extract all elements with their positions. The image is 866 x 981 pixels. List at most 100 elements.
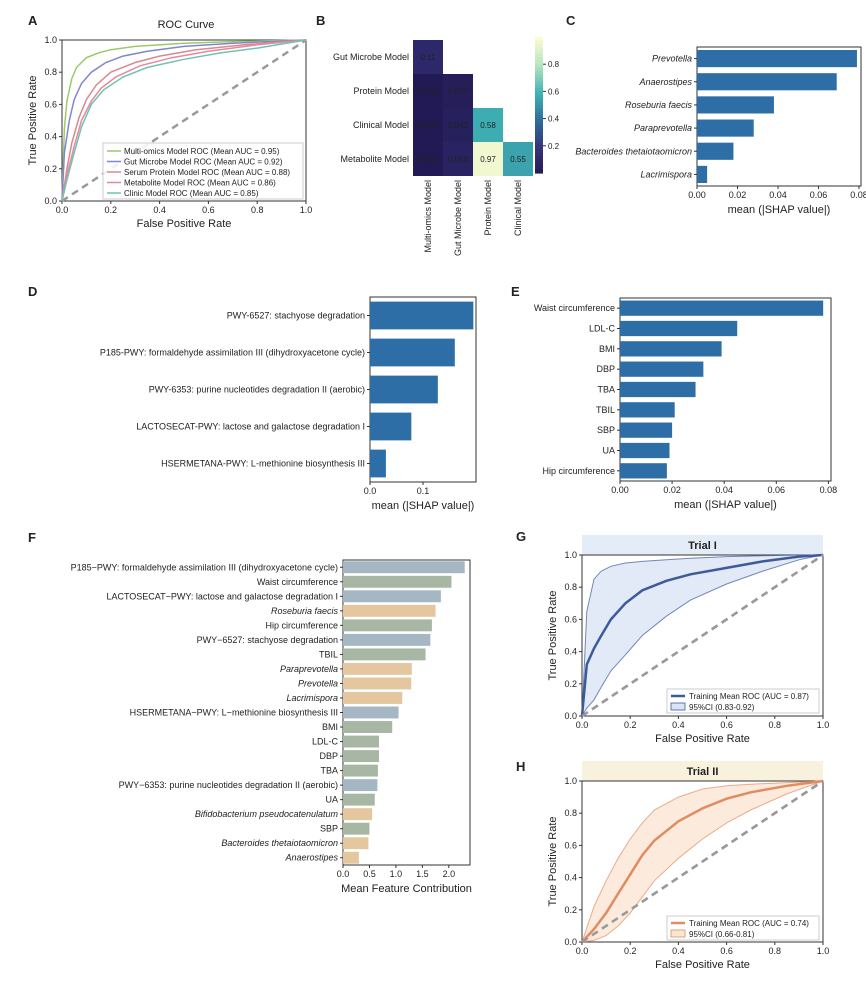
G-mean-roc — [580, 553, 824, 717]
A-xlabel: False Positive Rate — [137, 218, 232, 230]
E-category-label: TBIL — [596, 405, 615, 415]
B-heat-cell — [473, 142, 503, 176]
E-xtick-label: 0.02 — [663, 485, 681, 495]
F-xtick-label: 1.5 — [416, 869, 429, 879]
E-bar — [620, 381, 696, 398]
H-xtick-label: 0.6 — [720, 946, 733, 956]
B-cell-value: 0.11 — [421, 53, 437, 62]
B-colorbar-step — [535, 91, 543, 96]
A-legend-box — [102, 142, 304, 200]
D-xtick-label: 0.0 — [364, 486, 377, 496]
G-ytick-label: 0.6 — [564, 614, 577, 624]
E-bar — [620, 422, 673, 438]
H-legend-box — [666, 915, 820, 941]
B-heat-cell — [413, 74, 443, 108]
B-heat-cell — [413, 108, 443, 142]
B-colorbar-label: 0.6 — [548, 87, 560, 96]
B-colorbar-step — [535, 169, 543, 174]
panel-letter-E: E — [511, 284, 520, 299]
B-colorbar-step — [535, 135, 543, 140]
B-colorbar-step — [535, 67, 543, 72]
B-colorbar-step — [535, 50, 543, 55]
F-category-label: Waist circumference — [257, 577, 338, 587]
G-legend-label: 95%CI (0.83-0.92) — [689, 703, 755, 712]
H-legend-patch — [670, 929, 686, 938]
B-colorbar-step — [535, 108, 543, 113]
B-heat-cell — [443, 108, 473, 142]
A-ytick-label: 1.0 — [44, 35, 57, 45]
B-colorbar-label: 0.4 — [548, 115, 560, 124]
B-colorbar-step — [535, 142, 543, 147]
A-ytick-label: 0.4 — [44, 132, 57, 142]
A-ytick-label: 0.2 — [44, 164, 57, 174]
H-mean-roc — [581, 779, 824, 943]
H-title: Trial II — [687, 766, 719, 778]
A-roc-series-3 — [61, 39, 307, 202]
F-category-label: Paraprevotella — [280, 664, 338, 674]
C-xtick-label: 0.04 — [769, 190, 787, 200]
F-bar — [343, 662, 412, 675]
G-xtick-label: 0.0 — [576, 720, 589, 730]
A-ytick-label: 0.6 — [44, 99, 57, 109]
H-title-strip — [582, 761, 823, 781]
A-legend-label: Metabolite Model ROC (Mean AUC = 0.86) — [124, 179, 276, 188]
B-colorbar-step — [535, 60, 543, 65]
F-xtick-label: 2.0 — [443, 869, 456, 879]
B-cell-value: 0.55 — [510, 155, 526, 164]
F-bar — [343, 706, 399, 719]
F-xtick-label: 0.0 — [337, 869, 350, 879]
A-xtick-label: 0.2 — [105, 205, 118, 215]
E-category-label: SBP — [597, 425, 615, 435]
B-cell-value: 0.027 — [448, 87, 469, 96]
F-category-label: Roseburia faecis — [271, 606, 339, 616]
panel-letter-F: F — [28, 530, 36, 545]
H-ytick-label: 0.4 — [564, 873, 577, 883]
B-heat-cell — [413, 40, 443, 74]
F-category-label: Hip circumference — [265, 620, 338, 630]
B-colorbar-step — [535, 122, 543, 126]
D-xlabel: mean (|SHAP value|) — [372, 500, 475, 512]
C-bar — [697, 50, 857, 68]
A-ylabel: True Positive Rate — [27, 75, 39, 165]
F-category-label: DBP — [319, 751, 338, 761]
A-xtick-label: 0.0 — [56, 205, 69, 215]
E-category-label: TBA — [597, 385, 615, 395]
A-xtick-label: 0.8 — [251, 205, 264, 215]
G-legend-patch — [670, 702, 686, 711]
B-colorbar-step — [535, 37, 543, 41]
C-xtick-label: 0.00 — [688, 190, 706, 200]
F-bar — [343, 750, 379, 763]
F-bar — [343, 851, 359, 864]
C-xtick-label: 0.08 — [850, 190, 866, 200]
E-bar — [620, 361, 704, 377]
F-category-label: Lacrimispora — [286, 693, 338, 703]
H-axes-frame — [581, 780, 824, 943]
E-xlabel: mean (|SHAP value|) — [674, 499, 777, 511]
B-colorbar-step — [535, 43, 543, 48]
G-ytick-label: 1.0 — [564, 550, 577, 560]
B-colorbar-step — [535, 145, 543, 150]
B-colorbar-step — [535, 152, 543, 157]
G-chance-line-top — [581, 553, 824, 718]
A-roc-series-2 — [61, 39, 307, 202]
A-ytick-label: 0.0 — [44, 196, 57, 206]
D-bar — [370, 449, 386, 478]
E-category-label: Hip circumference — [542, 466, 615, 476]
C-category-label: Lacrimispora — [640, 169, 692, 179]
C-bar — [697, 142, 734, 160]
B-col-label: Protein Model — [483, 180, 493, 236]
B-row-label: Protein Model — [353, 86, 409, 96]
C-bar — [697, 73, 837, 91]
A-roc-series-1 — [61, 39, 307, 202]
A-axes-frame — [61, 39, 307, 202]
B-colorbar-step — [535, 81, 543, 86]
A-legend-label: Gut Microbe Model ROC (Mean AUC = 0.92) — [124, 158, 283, 167]
D-bar — [370, 301, 474, 330]
F-bar — [343, 590, 441, 603]
F-bar — [343, 604, 436, 617]
B-colorbar-step — [535, 159, 543, 164]
B-heat-cell — [413, 142, 443, 176]
D-category-label: PWY-6353: purine nucleotides degradation… — [149, 385, 365, 395]
G-xtick-label: 0.4 — [672, 720, 685, 730]
F-category-label: PWY−6527: stachyose degradation — [197, 635, 338, 645]
